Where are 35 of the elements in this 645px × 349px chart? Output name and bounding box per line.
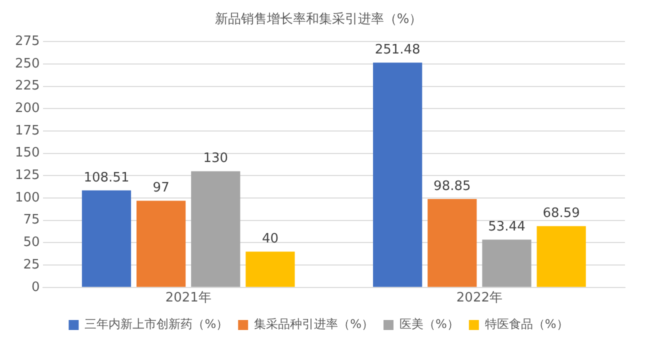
data-label: 108.51 [84,170,130,186]
y-tick-label: 275 [14,34,40,49]
data-label: 97 [152,180,170,196]
x-tick-label: 2021年 [165,290,212,306]
bar [191,171,240,287]
y-tick-label: 250 [14,56,40,72]
legend-label: 集采品种引进率（%） [254,317,374,332]
data-label: 68.59 [542,206,580,221]
bar [428,199,477,287]
data-label: 130 [203,151,228,166]
y-tick-label: 75 [23,212,40,228]
bar [536,226,586,287]
y-tick-label: 200 [14,101,40,116]
y-tick-label: 25 [23,257,40,272]
data-label: 98.85 [434,178,471,194]
y-tick-label: 50 [23,235,40,250]
y-tick-label: 175 [14,123,40,138]
bar [482,240,532,287]
data-label: 53.44 [488,220,526,235]
chart-title: 新品销售增长率和集采引进率（%） [214,11,422,28]
legend-label: 特医食品（%） [484,317,568,332]
data-label: 251.48 [374,42,420,58]
bar [136,200,186,287]
y-tick-label: 125 [14,168,40,184]
data-label: 40 [262,232,279,247]
bar [82,190,132,287]
y-tick-label: 150 [14,146,40,161]
y-tick-label: 0 [32,280,40,295]
legend-label: 三年内新上市创新药（%） [84,317,228,332]
x-tick-label: 2022年 [456,290,502,306]
legend-label: 医美（%） [400,317,459,332]
y-tick-label: 100 [14,190,40,206]
y-tick-label: 225 [14,78,40,94]
bar [246,252,295,287]
bar [373,62,422,287]
